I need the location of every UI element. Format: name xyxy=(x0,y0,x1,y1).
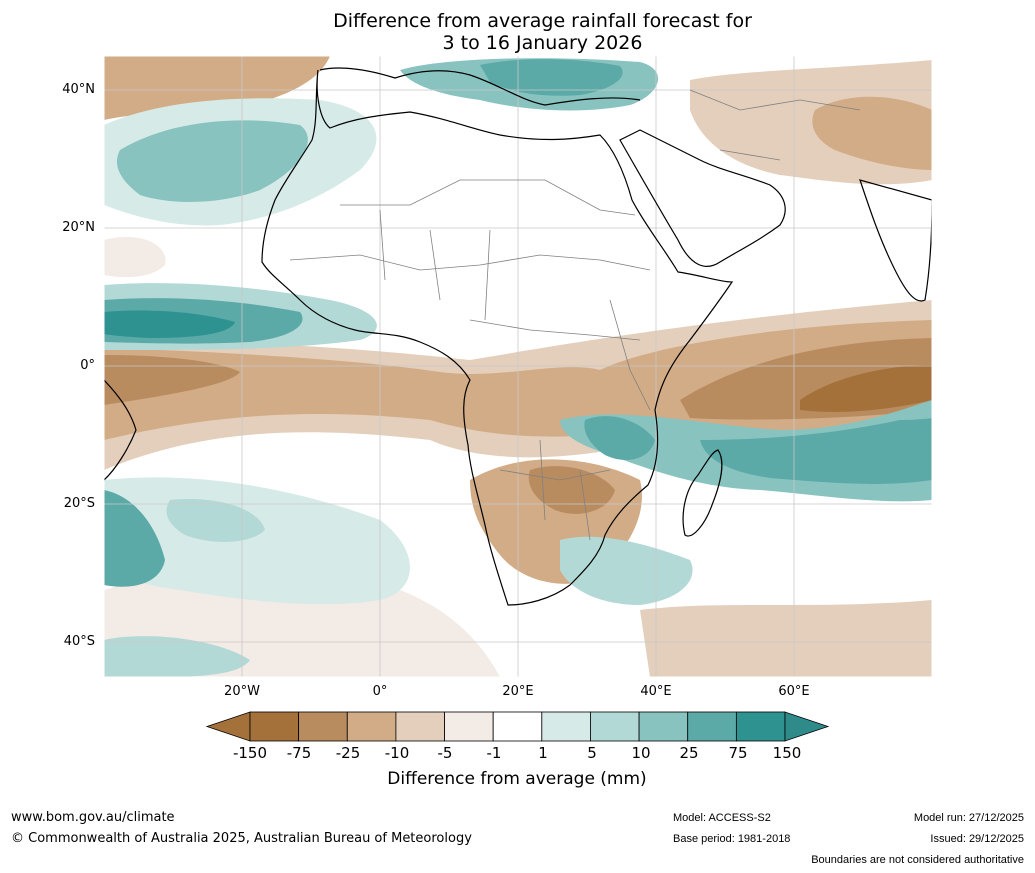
lat-label-40n: 40°N xyxy=(62,82,95,97)
chart-title: Difference from average rainfall forecas… xyxy=(0,10,1035,54)
country-borders xyxy=(289,89,861,541)
border-central-africa xyxy=(469,319,641,341)
south-america-coastline xyxy=(104,379,137,481)
footer-model: Model: ACCESS-S2 xyxy=(673,812,771,824)
colorbar-tick-label: -10 xyxy=(384,744,410,762)
colorbar-swatch xyxy=(395,711,445,742)
dry-anomaly-indian-core xyxy=(800,365,932,412)
border-middle-east xyxy=(689,89,861,161)
footer-model-run: Model run: 27/12/2025 xyxy=(913,812,1024,824)
map-frame xyxy=(103,55,933,678)
wet-anomaly-gulf-of-guinea-core xyxy=(104,310,235,338)
colorbar-swatch xyxy=(590,711,640,742)
colorbar-swatch xyxy=(735,711,786,742)
dry-anomaly-west-ocean xyxy=(104,355,240,405)
colorbar-arrow-low xyxy=(205,711,251,742)
colorbar-swatch xyxy=(687,711,737,742)
colorbar-tick-label: -5 xyxy=(437,744,453,762)
dry-anomaly-north-atlantic xyxy=(104,56,330,120)
colorbar-tick-label: 150 xyxy=(772,744,802,762)
border-east-africa xyxy=(609,299,651,411)
colorbar-tick-label: -75 xyxy=(286,744,312,762)
madagascar-coastline xyxy=(682,449,723,537)
colorbar-swatch xyxy=(541,711,591,742)
lon-label-20e: 20°E xyxy=(502,684,534,699)
footer-issued: Issued: 29/12/2025 xyxy=(930,833,1024,845)
africa-coastline xyxy=(261,69,734,606)
colorbar-swatch xyxy=(298,711,348,742)
wet-anomaly-south-atlantic-mid xyxy=(166,499,265,542)
wet-anomaly-indian-ocean-core xyxy=(700,418,932,484)
lon-label-0: 0° xyxy=(372,684,388,699)
lon-label-20w: 20°W xyxy=(224,684,260,699)
dry-anomaly-southern-indian xyxy=(640,600,932,677)
title-line-1: Difference from average rainfall forecas… xyxy=(333,10,752,32)
colorbar-tick-label: -1 xyxy=(486,744,502,762)
wet-anomaly-southern-ocean xyxy=(104,636,250,677)
lat-label-20n: 20°N xyxy=(62,220,95,235)
lat-label-20s: 20°S xyxy=(63,496,95,511)
colorbar-tick-label: 75 xyxy=(728,744,748,762)
wet-anomaly-north-atlantic-mid xyxy=(116,120,308,202)
border-west-africa xyxy=(379,209,491,321)
colorbar xyxy=(205,711,830,742)
dry-anomaly-persia xyxy=(812,96,932,170)
colorbar-tick-label: 10 xyxy=(631,744,651,762)
lon-label-40e: 40°E xyxy=(640,684,672,699)
arabia-coastline xyxy=(619,129,786,267)
colorbar-tick-label: 25 xyxy=(679,744,699,762)
footer-copyright: © Commonwealth of Australia 2025, Austra… xyxy=(11,831,472,846)
lat-label-equator: 0° xyxy=(80,358,95,373)
footer-base-period: Base period: 1981-2018 xyxy=(673,833,791,845)
wet-anomaly-mediterranean-core xyxy=(480,59,623,96)
india-coastline xyxy=(859,179,932,302)
title-line-2: 3 to 16 January 2026 xyxy=(442,32,643,54)
wet-anomaly-brazil-coast xyxy=(104,490,165,587)
europe-coastline xyxy=(319,67,641,106)
dry-anomaly-west-africa-coast xyxy=(104,236,166,278)
colorbar-swatch xyxy=(638,711,689,742)
wet-anomaly-east-africa-lakes xyxy=(584,416,655,460)
lon-label-60e: 60°E xyxy=(778,684,810,699)
colorbar-arrow-high xyxy=(784,711,830,742)
footer-disclaimer: Boundaries are not considered authoritat… xyxy=(811,854,1024,866)
colorbar-title: Difference from average (mm) xyxy=(387,769,647,789)
graticule xyxy=(104,56,932,677)
colorbar-swatch xyxy=(492,711,543,742)
colorbar-swatch xyxy=(249,711,300,742)
border-north-africa xyxy=(340,179,636,216)
colorbar-swatch xyxy=(346,711,397,742)
colorbar-swatch xyxy=(444,711,494,742)
border-southern-africa xyxy=(499,439,611,541)
lat-label-40s: 40°S xyxy=(63,634,95,649)
footer-website[interactable]: www.bom.gov.au/climate xyxy=(11,810,175,825)
coastlines xyxy=(104,67,932,606)
border-sahel xyxy=(289,254,651,271)
colorbar-tick-label: 5 xyxy=(587,744,597,762)
colorbar-tick-label: -150 xyxy=(232,744,268,762)
wet-anomaly-mozambique-channel xyxy=(560,536,693,605)
colorbar-tick-label: 1 xyxy=(538,744,548,762)
colorbar-tick-label: -25 xyxy=(335,744,361,762)
